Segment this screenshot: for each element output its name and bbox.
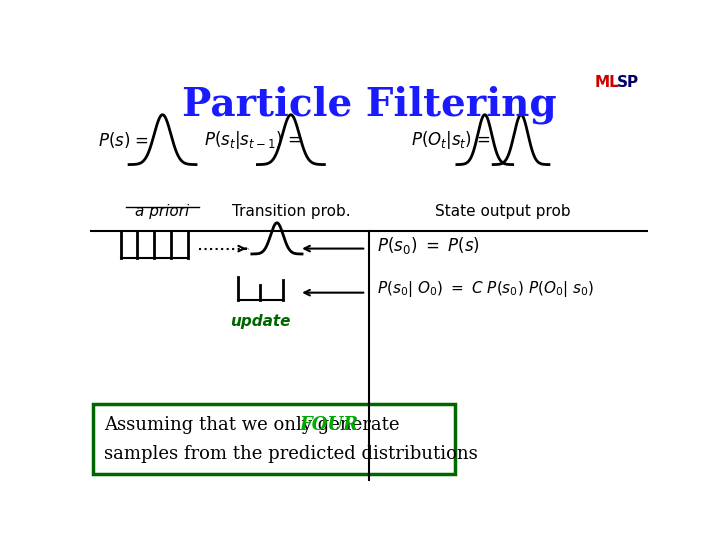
Text: $P(s_0|\ O_0)\ =\ C\ P(s_0)\ P(O_0|\ s_0)$: $P(s_0|\ O_0)\ =\ C\ P(s_0)\ P(O_0|\ s_0… (377, 279, 595, 299)
Text: $P(s_t|s_{t-1})$ =: $P(s_t|s_{t-1})$ = (204, 129, 302, 151)
Text: Particle Filtering: Particle Filtering (181, 85, 557, 124)
Text: $P(s)$ =: $P(s)$ = (99, 130, 150, 150)
Text: Transition prob.: Transition prob. (232, 204, 350, 219)
Text: FOUR: FOUR (300, 416, 359, 434)
Text: State output prob: State output prob (435, 204, 571, 219)
Text: Assuming that we only generate: Assuming that we only generate (104, 416, 405, 434)
FancyBboxPatch shape (93, 404, 456, 474)
Text: $P(s_0)\ =\ P(s)$: $P(s_0)\ =\ P(s)$ (377, 235, 480, 256)
Text: update: update (230, 314, 290, 329)
Text: ML: ML (595, 75, 620, 90)
Text: $P(O_t|s_t)$ =: $P(O_t|s_t)$ = (411, 129, 491, 151)
Text: samples from the predicted distributions: samples from the predicted distributions (104, 446, 477, 463)
Text: a priori: a priori (135, 204, 189, 219)
Text: SP: SP (617, 75, 639, 90)
